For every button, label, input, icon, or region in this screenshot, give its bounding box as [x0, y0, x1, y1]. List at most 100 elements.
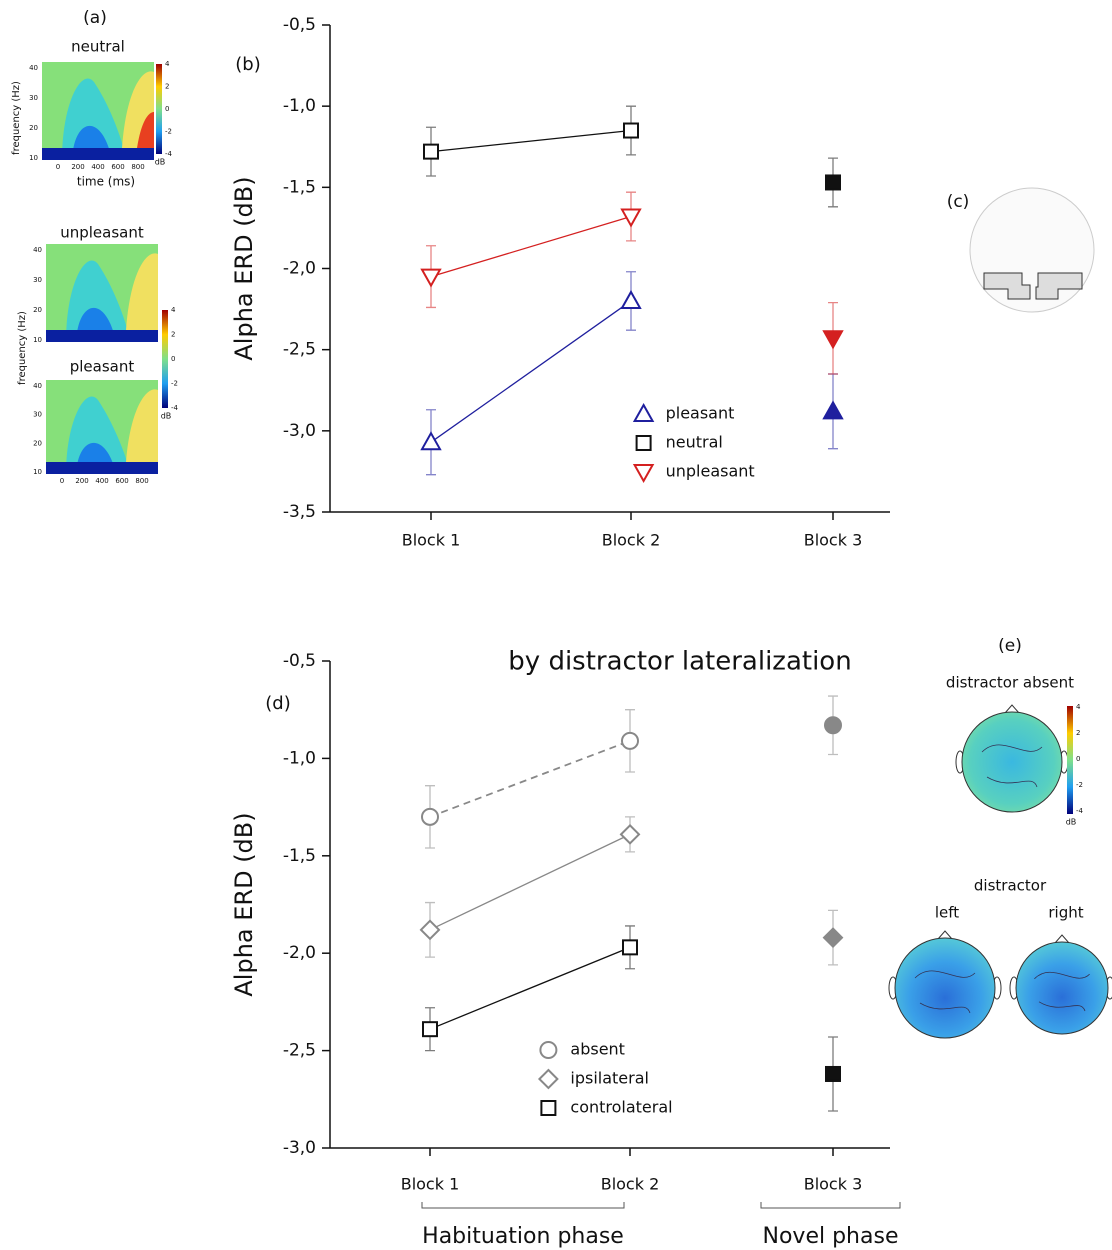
map-x-tick: 600	[115, 477, 128, 485]
legend-label: ipsilateral	[570, 1069, 649, 1088]
heatmap	[46, 380, 158, 474]
colorbar-tick: 4	[1076, 703, 1081, 711]
colorbar-tick: 0	[171, 355, 175, 363]
topoplot	[955, 704, 1069, 813]
legend-label: absent	[570, 1040, 625, 1059]
colorbar-unit: dB	[155, 158, 166, 167]
y-axis-label: Alpha ERD (dB)	[230, 812, 258, 996]
map-y-tick: 20	[29, 124, 38, 132]
data-point	[619, 823, 641, 845]
x-tick-label: Block 3	[804, 531, 863, 550]
data-point	[621, 731, 639, 750]
electrode-map	[969, 187, 1095, 313]
colorbar-tick: -4	[171, 404, 179, 412]
map-y-tick: 40	[33, 246, 42, 254]
map-y-tick: 30	[33, 276, 42, 284]
colorbar-tick: 4	[165, 60, 170, 68]
heatmap-blob	[126, 253, 158, 330]
heatmap-blob	[42, 148, 154, 160]
data-point	[822, 927, 844, 949]
data-point	[623, 122, 639, 139]
heatmap	[46, 244, 158, 342]
map-title: unpleasant	[60, 224, 144, 242]
map-y-tick: 10	[33, 336, 42, 344]
map-y-tick: 30	[29, 94, 38, 102]
y-tick-label: -1,5	[283, 177, 316, 197]
legend-marker	[540, 1100, 557, 1116]
legend-marker	[537, 1068, 559, 1090]
colorbar-tick: -2	[1076, 781, 1083, 789]
y-tick-label: -3,0	[283, 1138, 316, 1158]
x-axis-label: time (ms)	[77, 175, 135, 189]
y-tick-label: -2,5	[283, 1041, 316, 1061]
data-point	[420, 268, 442, 288]
y-tick-label: -2,5	[283, 340, 316, 360]
scalp	[1015, 941, 1109, 1035]
x-tick-label: Block 1	[401, 1175, 460, 1194]
chart-title: by distractor lateralization	[508, 647, 851, 677]
contour	[914, 970, 976, 1014]
heatmap-blob	[126, 389, 158, 462]
map-y-tick: 10	[29, 154, 38, 162]
y-axis-label: frequency (Hz)	[11, 81, 22, 155]
nose	[937, 930, 953, 940]
y-axis-label: Alpha ERD (dB)	[230, 176, 258, 360]
legend-marker	[632, 464, 655, 484]
y-axis-label: frequency (Hz)	[17, 311, 28, 385]
topoplot	[1009, 934, 1112, 1035]
data-point	[825, 1065, 841, 1082]
scalp	[894, 937, 996, 1039]
map-x-tick: 200	[75, 477, 88, 485]
colorbar	[1067, 706, 1073, 814]
panel-label: (a)	[83, 8, 107, 28]
data-point	[420, 431, 442, 451]
heatmap-blob	[46, 462, 158, 474]
phase-bracket	[421, 1202, 625, 1209]
data-point	[421, 807, 439, 826]
y-tick-label: -1,0	[283, 748, 316, 768]
map-title: distractor absent	[946, 674, 1074, 692]
x-tick-label: Block 2	[602, 531, 661, 550]
phase-label: Novel phase	[763, 1224, 899, 1249]
colorbar-tick: -4	[1076, 807, 1084, 815]
heatmap-blob	[137, 112, 154, 148]
y-tick-label: -1,0	[283, 96, 316, 116]
series-line	[430, 215, 632, 278]
x-tick-label: Block 3	[804, 1175, 863, 1194]
series-line	[429, 833, 631, 931]
map-x-tick: 800	[135, 477, 148, 485]
data-point	[825, 174, 841, 191]
map-title: distractor	[974, 877, 1047, 895]
data-point	[422, 1021, 438, 1038]
colorbar-tick: -2	[171, 380, 178, 388]
colorbar-tick: -2	[165, 128, 172, 136]
data-point	[824, 716, 842, 735]
colorbar-tick: -4	[165, 150, 173, 158]
map-x-tick: 800	[131, 163, 144, 171]
map-y-tick: 40	[29, 64, 38, 72]
y-tick-label: -2,0	[283, 259, 316, 279]
panel-label: (e)	[998, 636, 1022, 656]
map-y-tick: 30	[33, 411, 42, 419]
y-tick-label: -1,5	[283, 846, 316, 866]
legend-label: controlateral	[570, 1098, 672, 1117]
data-point	[822, 400, 844, 420]
panel-label: (b)	[235, 54, 260, 75]
series-line	[429, 946, 631, 1030]
series-line	[430, 300, 632, 443]
map-y-tick: 40	[33, 382, 42, 390]
data-point	[620, 208, 642, 228]
map-y-tick: 20	[33, 306, 42, 314]
legend-label: neutral	[666, 433, 723, 452]
y-tick-label: -3,0	[283, 421, 316, 441]
contour	[981, 744, 1043, 788]
colorbar-unit: dB	[1066, 818, 1077, 827]
data-point	[822, 330, 844, 350]
map-y-tick: 10	[33, 468, 42, 476]
x-tick-label: Block 1	[402, 531, 461, 550]
phase-label: Habituation phase	[422, 1224, 624, 1249]
y-tick-label: -0,5	[283, 651, 316, 671]
map-x-tick: 0	[60, 477, 64, 485]
data-point	[419, 919, 441, 941]
topoplot	[888, 930, 1002, 1039]
